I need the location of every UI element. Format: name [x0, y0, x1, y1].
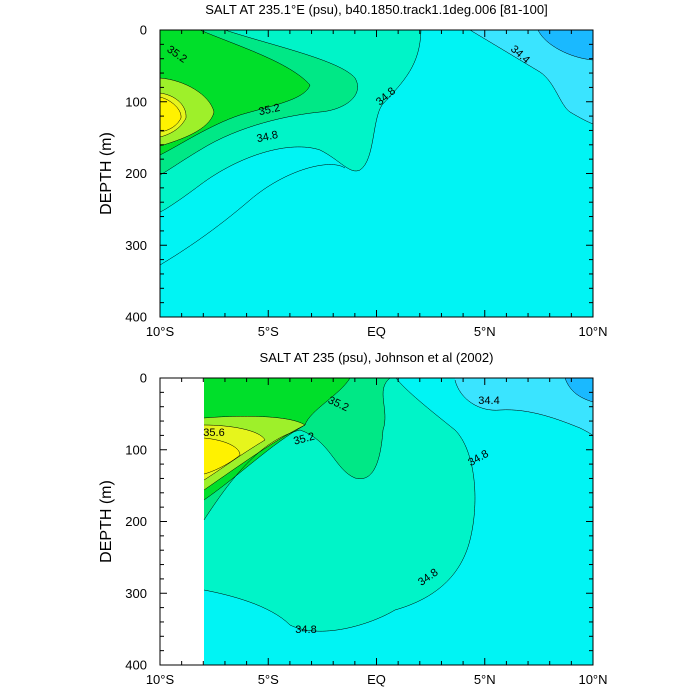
x-tick-label: 5°S — [258, 324, 279, 339]
contour-label: 35.2 — [292, 431, 316, 448]
panel-top: SALT AT 235.1°E (psu), b40.1850.track1.1… — [98, 2, 608, 339]
missing-data-region — [160, 378, 204, 665]
x-tick-label: 10°S — [146, 324, 175, 339]
y-tick-label: 100 — [125, 442, 147, 457]
panel-bottom-ticks: 10°S 5°S EQ 5°N 10°N 0 100 200 300 400 — [125, 371, 607, 688]
y-tick-label: 200 — [125, 166, 147, 181]
contour-label: 34.8 — [256, 129, 279, 145]
panel-top-title: SALT AT 235.1°E (psu), b40.1850.track1.1… — [205, 2, 547, 17]
x-tick-label: 5°N — [474, 672, 496, 687]
panel-bottom-ylabel: DEPTH (m) — [98, 480, 115, 563]
panel-top-ticks: 10°S 5°S EQ 5°N 10°N 0 100 200 300 400 — [125, 23, 607, 340]
panel-top-contours — [160, 30, 593, 317]
panel-bottom-contour-lines — [203, 378, 593, 632]
x-tick-label: 5°S — [258, 672, 279, 687]
panel-bottom: SALT AT 235 (psu), Johnson et al (2002) — [98, 350, 608, 687]
y-tick-label: 100 — [125, 94, 147, 109]
y-tick-label: 400 — [125, 310, 147, 325]
y-tick-label: 400 — [125, 658, 147, 673]
region-34.4-34.6 — [455, 378, 593, 436]
panel-bottom-contours — [160, 378, 593, 665]
y-tick-label: 0 — [140, 371, 147, 386]
y-tick-label: 300 — [125, 586, 147, 601]
region-gt-35.8 — [160, 97, 182, 132]
x-tick-label: 10°S — [146, 672, 175, 687]
contour-label: 34.8 — [295, 624, 316, 636]
contour-label: 34.4 — [478, 395, 499, 407]
panel-bottom-title: SALT AT 235 (psu), Johnson et al (2002) — [260, 350, 494, 365]
contour-label: 35.6 — [203, 427, 224, 439]
x-tick-label: 10°N — [578, 324, 607, 339]
panel-top-contour-lines — [160, 30, 593, 266]
y-tick-label: 200 — [125, 514, 147, 529]
x-tick-label: EQ — [367, 324, 386, 339]
y-tick-label: 0 — [140, 23, 147, 38]
x-tick-label: 10°N — [578, 672, 607, 687]
region-lt-34.4 — [565, 378, 593, 402]
x-tick-label: EQ — [367, 672, 386, 687]
y-tick-label: 300 — [125, 238, 147, 253]
region-gt-35.8 — [204, 438, 240, 474]
region-34.4-34.6 — [470, 30, 593, 124]
panel-top-ylabel: DEPTH (m) — [98, 132, 115, 215]
region-lt-34.4 — [538, 30, 593, 60]
x-tick-label: 5°N — [474, 324, 496, 339]
contour-label: 35.2 — [258, 102, 281, 118]
